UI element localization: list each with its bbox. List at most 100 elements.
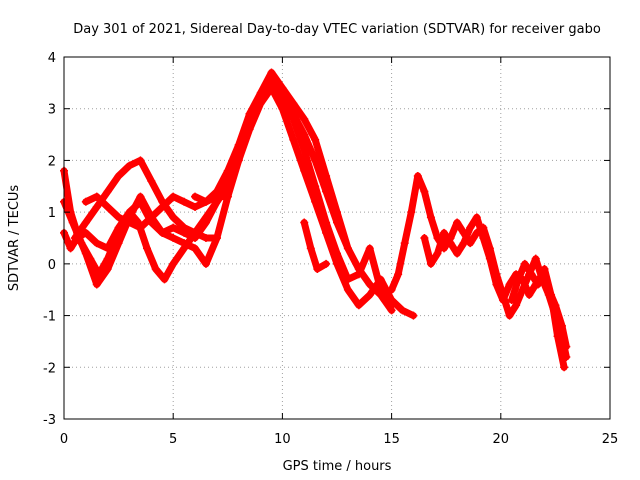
data-point (562, 342, 571, 351)
data-point (505, 311, 514, 320)
data-point (142, 244, 151, 253)
data-point (540, 265, 549, 274)
x-tick-label: 15 (383, 432, 400, 447)
data-point (169, 223, 178, 232)
data-point (86, 254, 95, 263)
data-point (479, 234, 488, 242)
data-point (92, 202, 101, 211)
data-point (313, 265, 322, 274)
data-point (333, 249, 341, 258)
data-point (180, 223, 189, 232)
data-point (92, 239, 101, 248)
data-point (160, 275, 169, 284)
data-point (354, 301, 363, 310)
data-point (136, 192, 145, 201)
data-point (472, 213, 481, 222)
data-point (125, 208, 134, 217)
series-line-arc-8 (388, 172, 570, 361)
data-point (560, 363, 569, 372)
y-tick-label: -2 (43, 361, 56, 376)
data-point (407, 208, 416, 217)
data-point (191, 244, 200, 253)
data-point (289, 109, 298, 118)
data-point (201, 259, 210, 268)
y-tick-label: 0 (48, 258, 56, 273)
data-point (300, 146, 309, 155)
data-point (114, 228, 123, 237)
series-line-arc-1 (60, 84, 417, 320)
data-point (300, 218, 309, 227)
y-tick-label: 4 (48, 51, 56, 66)
data-point (527, 270, 536, 279)
data-point (485, 254, 494, 263)
data-point (466, 223, 475, 232)
data-point (234, 140, 243, 149)
data-point (426, 259, 435, 268)
y-tick-label: 3 (48, 103, 56, 118)
chart-title: Day 301 of 2021, Sidereal Day-to-day VTE… (73, 22, 601, 37)
series-group (60, 68, 571, 372)
data-point (151, 265, 160, 274)
data-point (492, 280, 501, 289)
data-point (394, 270, 403, 279)
data-point (201, 234, 210, 242)
data-point (66, 244, 75, 253)
data-point (147, 213, 156, 222)
data-point (420, 234, 429, 242)
data-point (70, 234, 79, 242)
data-point (289, 135, 298, 144)
x-tick-label: 0 (60, 432, 68, 447)
data-point (180, 197, 189, 206)
data-point (387, 285, 396, 294)
data-point (311, 182, 320, 191)
data-point (311, 135, 320, 144)
data-point (398, 306, 407, 315)
data-point (505, 280, 514, 289)
data-point (169, 234, 178, 242)
data-point (507, 296, 516, 305)
data-point (223, 182, 232, 191)
data-point (446, 239, 455, 248)
x-tick-label: 20 (493, 432, 510, 447)
data-point (420, 187, 429, 196)
data-point (212, 187, 221, 196)
plot-frame (63, 56, 611, 420)
data-point (180, 244, 189, 253)
data-point (158, 228, 167, 237)
y-axis-label: SDTVAR / TECUs (7, 185, 22, 292)
data-point (520, 259, 529, 268)
data-point (201, 213, 210, 222)
data-point (413, 171, 422, 180)
y-tick-label: 2 (48, 154, 56, 169)
data-point (114, 171, 123, 180)
data-point (289, 99, 298, 108)
data-point (453, 218, 462, 227)
data-point (512, 301, 521, 310)
data-point (125, 161, 134, 170)
data-point (147, 177, 156, 186)
data-point (191, 228, 200, 237)
data-point (300, 130, 309, 139)
data-point (459, 239, 468, 248)
data-point (533, 280, 542, 289)
data-point (103, 254, 112, 263)
data-point (525, 290, 534, 299)
data-point (223, 192, 232, 201)
data-point (300, 115, 309, 124)
data-point (426, 213, 435, 222)
data-point (387, 306, 396, 315)
data-point (267, 84, 276, 93)
axis-ticks: 0 5 10 15 20 25 -3 -2 -1 0 1 2 3 4 (43, 51, 618, 447)
data-point (114, 213, 123, 222)
x-tick-label: 10 (274, 432, 291, 447)
data-point (365, 280, 374, 289)
data-point (322, 218, 331, 227)
data-point (169, 259, 178, 268)
data-point (81, 197, 90, 206)
data-point (191, 192, 200, 201)
data-point (531, 254, 540, 263)
data-point (433, 249, 442, 258)
data-point (201, 197, 210, 206)
data-point (158, 202, 167, 211)
data-point (223, 166, 232, 175)
